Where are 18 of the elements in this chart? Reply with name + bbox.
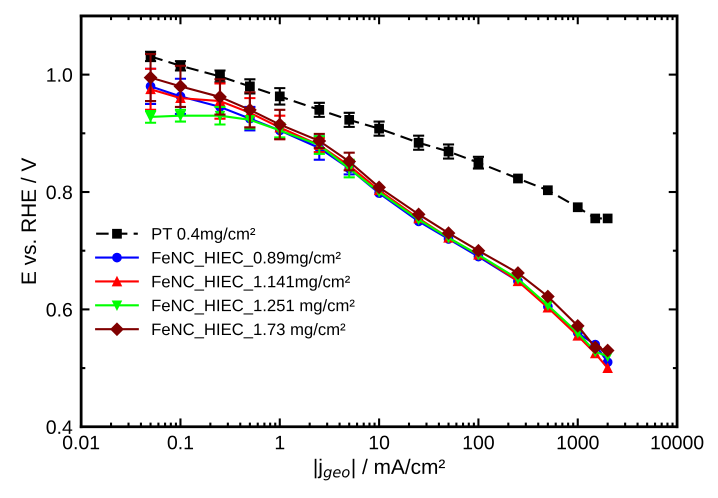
x-tick-label: 1 bbox=[276, 436, 284, 450]
legend-label: FeNC_HIEC_0.89mg/cm² bbox=[152, 251, 341, 267]
y-tick-label: 0.6 bbox=[46, 302, 72, 317]
x-axis-title: |j$_{geo}$| / mA/cm² bbox=[314, 458, 445, 480]
y-axis-title: E vs. RHE / V bbox=[20, 158, 36, 284]
y-tick-label: 0.4 bbox=[46, 420, 72, 434]
legend-label: FeNC_HIEC_1.251 mg/cm² bbox=[152, 299, 355, 315]
x-tick-label: 0.01 bbox=[62, 436, 100, 450]
legend-label: FeNC_HIEC_1.141mg/cm² bbox=[152, 275, 350, 291]
y-tick-label: 1.0 bbox=[47, 68, 72, 82]
x-tick-label: 10000 bbox=[652, 436, 704, 450]
x-tick-label: 100 bbox=[464, 436, 494, 450]
legend-label: FeNC_HIEC_1.73 mg/cm² bbox=[152, 322, 346, 338]
x-tick-label: 0.1 bbox=[168, 436, 194, 450]
y-tick-label: 0.8 bbox=[46, 185, 72, 200]
x-tick-label: 10 bbox=[370, 436, 390, 450]
x-tick-label: 1000 bbox=[558, 436, 599, 450]
legend-label: PT 0.4mg/cm² bbox=[152, 227, 256, 244]
